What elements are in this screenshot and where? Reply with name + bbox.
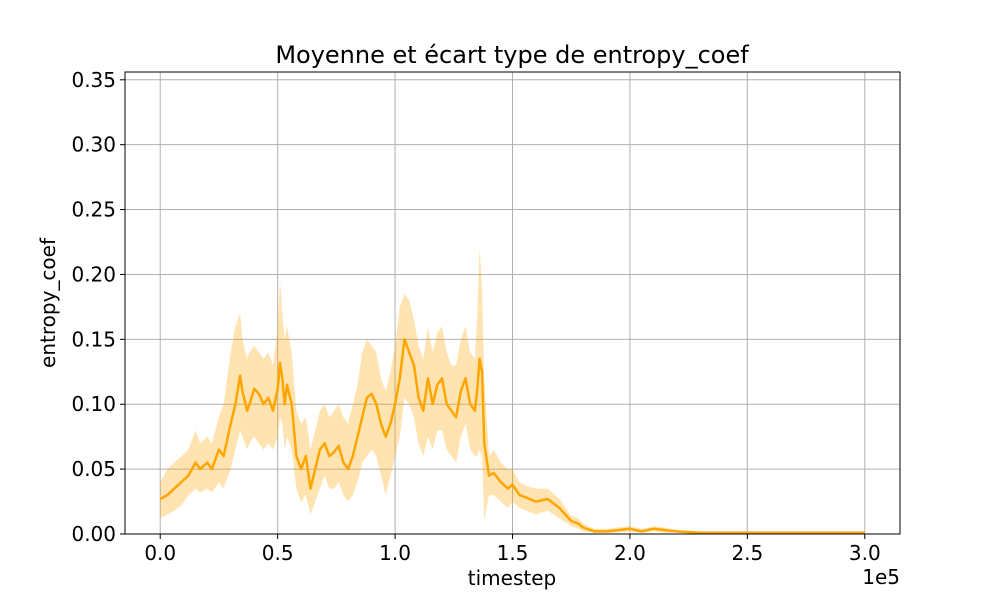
grid-lines [125,72,900,535]
y-tick-label: 0.30 [71,133,116,157]
y-tick-label: 0.10 [71,392,116,416]
mean-line-group [159,338,865,534]
y-tick-label: 0.35 [71,68,116,92]
x-tick-label: 2.0 [614,541,646,565]
x-axis-ticks: 0.0 0.5 1.0 1.5 2.0 2.5 3.0 [144,534,881,565]
y-axis-label: entropy_coef [36,237,60,368]
x-tick-label: 3.0 [849,541,881,565]
y-axis-ticks: 0.00 0.05 0.10 0.15 0.20 0.25 0.30 0.35 [71,68,125,546]
x-axis-offset-label: 1e5 [862,565,900,589]
x-tick-label: 0.5 [262,541,294,565]
x-tick-label: 1.5 [497,541,529,565]
x-axis-label: timestep [468,566,556,590]
std-band-group [160,248,865,534]
y-tick-label: 0.20 [71,262,116,286]
x-tick-label: 2.5 [731,541,763,565]
x-tick-label: 0.0 [144,541,176,565]
mean-series-line [159,338,865,534]
std-band-area [160,248,865,534]
y-tick-label: 0.05 [71,457,116,481]
y-tick-label: 0.15 [71,327,116,351]
y-tick-label: 0.25 [71,198,116,222]
x-tick-label: 1.0 [379,541,411,565]
chart-title: Moyenne et écart type de entropy_coef [275,41,749,69]
y-tick-label: 0.00 [71,522,116,546]
